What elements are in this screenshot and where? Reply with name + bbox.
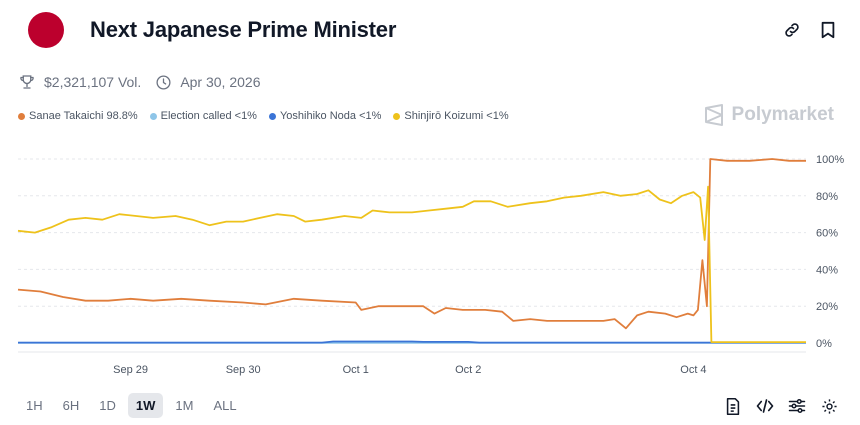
time-range-selector: 1H 6H 1D 1W 1M ALL (18, 393, 245, 418)
range-1d[interactable]: 1D (99, 398, 116, 413)
y-tick-label: 60% (816, 228, 838, 240)
header-actions (782, 20, 838, 40)
bookmark-icon[interactable] (818, 20, 838, 40)
gear-icon[interactable] (820, 397, 838, 415)
range-1m[interactable]: 1M (175, 398, 194, 413)
market-meta: $2,321,107 Vol. Apr 30, 2026 (18, 73, 260, 91)
volume-text: $2,321,107 Vol. (44, 74, 142, 90)
document-icon[interactable] (724, 397, 742, 415)
legend-entry-takaichi: Sanae Takaichi 98.8% (18, 110, 138, 122)
chart-tools (724, 397, 838, 415)
clock-icon (156, 74, 171, 90)
brand-name: Polymarket (731, 104, 834, 125)
range-all[interactable]: ALL (213, 398, 237, 413)
legend-entry-noda: Yoshihiko Noda <1% (268, 110, 382, 122)
x-tick-label: Sep 29 (113, 364, 148, 376)
end-date-text: Apr 30, 2026 (180, 74, 261, 90)
legend-label: Election called <1% (160, 110, 257, 122)
legend-entry-koizumi: Shinjirō Koizumi <1% (393, 110, 509, 122)
volume: $2,321,107 Vol. (18, 73, 141, 91)
x-tick-label: Oct 4 (680, 364, 706, 376)
polymarket-logo-icon (704, 104, 723, 126)
legend-dot (393, 112, 401, 120)
chart-legend: Sanae Takaichi 98.8% Election called <1%… (18, 110, 509, 122)
series-line-shinjir-koizumi (17, 185, 806, 343)
series-line-sanae-takaichi (17, 158, 806, 330)
trophy-icon (20, 75, 34, 89)
legend-label: Sanae Takaichi 98.8% (29, 110, 138, 122)
sliders-icon[interactable] (788, 397, 806, 415)
series-line-yoshihiko-noda (18, 340, 806, 344)
legend-dot (268, 112, 276, 120)
link-icon[interactable] (782, 20, 802, 40)
y-tick-label: 20% (816, 301, 838, 313)
y-axis: 0% 20% 40% 60% 80% 100% (816, 154, 844, 350)
end-date: Apr 30, 2026 (155, 74, 260, 91)
legend-dot (149, 112, 157, 120)
x-tick-label: Oct 1 (343, 364, 369, 376)
price-chart: 0% 20% 40% 60% 80% 100% Sep 29 Sep 30 Oct 1 Oct … (17, 154, 844, 376)
y-tick-label: 0% (816, 338, 832, 350)
x-axis: Sep 29 Sep 30 Oct 1 Oct 2 Oct 4 (113, 364, 706, 376)
code-icon[interactable] (756, 397, 774, 415)
x-tick-label: Oct 2 (455, 364, 481, 376)
chart-lines (17, 158, 806, 344)
x-tick-label: Sep 30 (226, 364, 261, 376)
range-1h[interactable]: 1H (26, 398, 43, 413)
legend-entry-election: Election called <1% (149, 110, 257, 122)
y-tick-label: 80% (816, 191, 838, 203)
legend-dot (18, 112, 25, 120)
legend-label: Shinjirō Koizumi <1% (404, 110, 509, 122)
range-1w[interactable]: 1W (127, 393, 164, 418)
market-header: Next Japanese Prime Minister (28, 12, 396, 48)
y-tick-label: 100% (816, 154, 844, 166)
legend-label: Yoshihiko Noda <1% (279, 110, 382, 122)
polymarket-watermark: Polymarket (704, 104, 834, 126)
japan-flag-icon (28, 12, 64, 48)
y-tick-label: 40% (816, 264, 838, 276)
page-title: Next Japanese Prime Minister (90, 17, 397, 42)
chart-grid (18, 158, 806, 353)
range-6h[interactable]: 6H (62, 398, 80, 413)
